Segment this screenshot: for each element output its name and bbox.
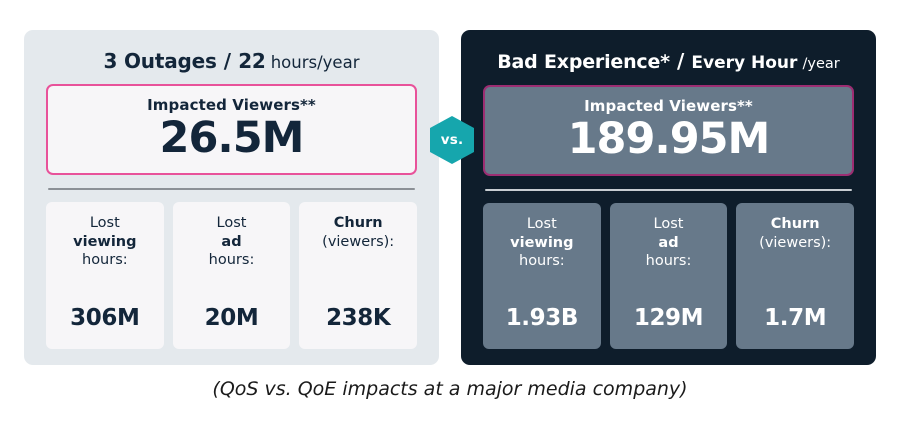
metric-card: Churn (viewers): 1.7M: [736, 203, 855, 349]
metric-card: Lost viewing hours: 1.93B: [483, 203, 601, 349]
divider-left: [48, 188, 415, 191]
metric-card-title: Churn (viewers):: [759, 215, 831, 252]
panel-left-heading-mid: 22: [238, 49, 266, 73]
impacted-viewers-box-left: Impacted Viewers** 26.5M: [46, 84, 417, 176]
metric-cards-right: Lost viewing hours: 1.93B Lost ad hours:…: [483, 203, 855, 349]
metric-title-line3: hours:: [208, 252, 255, 269]
panel-right-heading: Bad Experience* / Every Hour /year: [483, 50, 854, 73]
metric-title-line3: hours:: [82, 252, 128, 269]
metric-cards-left: Lost viewing hours: 306M Lost ad hours: …: [46, 202, 418, 349]
versus-hexagon-icon: vs.: [430, 116, 474, 164]
metric-card-title: Lost viewing hours:: [73, 214, 136, 270]
comparison-panels: 3 Outages / 22 hours/year Impacted Viewe…: [24, 30, 876, 365]
metric-title-line1: Lost: [526, 216, 557, 233]
versus-label: vs.: [440, 132, 464, 148]
metric-title-line2: viewing: [510, 234, 574, 251]
metric-title-line1: Lost: [216, 215, 247, 232]
panel-left-heading-strong: 3 Outages: [103, 49, 217, 73]
panel-left-heading: 3 Outages / 22 hours/year: [46, 50, 417, 72]
metric-title-line2: Churn: [770, 216, 820, 233]
metric-card-value: 1.7M: [764, 305, 827, 331]
panel-qos-outages: 3 Outages / 22 hours/year Impacted Viewe…: [24, 30, 439, 365]
metric-title-line2: ad: [221, 233, 242, 250]
metric-title-line3: (viewers):: [322, 233, 395, 250]
metric-card-value: 238K: [326, 305, 391, 331]
metric-title-line2: Churn: [333, 215, 383, 232]
metric-card-title: Lost ad hours:: [209, 214, 255, 270]
impacted-viewers-value-right: 189.95M: [567, 113, 771, 164]
metric-title-line1: Lost: [653, 216, 684, 233]
metric-card: Lost viewing hours: 306M: [46, 202, 164, 349]
metric-title-line2: viewing: [73, 233, 137, 250]
panel-right-heading-strong: Bad Experience*: [497, 51, 670, 73]
impacted-viewers-value-left: 26.5M: [159, 113, 305, 164]
metric-card: Lost ad hours: 129M: [609, 203, 728, 349]
panel-left-heading-separator: /: [223, 49, 232, 73]
metric-card-value: 20M: [204, 305, 259, 331]
metric-card-value: 1.93B: [505, 305, 579, 331]
impacted-viewers-label-right: Impacted Viewers**: [584, 96, 753, 115]
panel-right-heading-separator: /: [676, 49, 685, 73]
metric-title-line1: Lost: [89, 215, 120, 232]
metric-card-value: 129M: [633, 305, 704, 331]
figure-caption: (QoS vs. QoE impacts at a major media co…: [212, 378, 688, 400]
metric-title-line2: ad: [658, 234, 679, 251]
panel-qoe-bad-experience: Bad Experience* / Every Hour /year Impac…: [461, 30, 876, 365]
metric-title-line3: hours:: [645, 253, 692, 270]
metric-card-title: Lost ad hours:: [646, 215, 692, 271]
panel-left-heading-light: hours/year: [270, 53, 360, 72]
divider-right: [485, 189, 852, 192]
metric-title-line3: (viewers):: [759, 234, 832, 251]
metric-card-title: Lost viewing hours:: [510, 215, 573, 271]
impacted-viewers-label-left: Impacted Viewers**: [147, 96, 316, 115]
metric-card-value: 306M: [70, 305, 140, 331]
impacted-viewers-box-right: Impacted Viewers** 189.95M: [483, 84, 854, 177]
metric-card: Churn (viewers): 238K: [299, 202, 418, 349]
metric-card-title: Churn (viewers):: [322, 214, 394, 251]
panel-right-heading-light: /year: [802, 56, 840, 72]
panel-right-heading-mid: Every Hour: [691, 53, 798, 73]
metric-title-line3: hours:: [519, 253, 565, 270]
metric-card: Lost ad hours: 20M: [172, 202, 291, 349]
